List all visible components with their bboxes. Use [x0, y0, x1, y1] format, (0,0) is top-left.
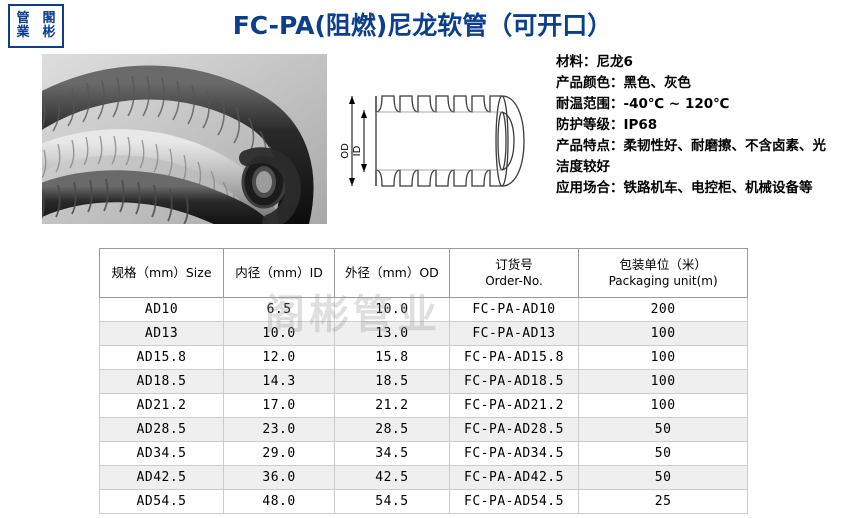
cell-size: AD10 [98, 297, 225, 322]
table-row: AD54.5 48.0 54.5 FC-PA-AD54.5 25 [98, 489, 748, 514]
product-photo-illustration [42, 54, 327, 224]
product-photo [42, 54, 327, 224]
th-outer-diameter: 外径（mm）OD [334, 248, 450, 298]
spec-temperature-range: 耐温范围：-40℃ ~ 120℃ [556, 96, 730, 112]
table-row: AD42.5 36.0 42.5 FC-PA-AD42.5 50 [98, 465, 748, 490]
cell-order-no: FC-PA-AD13 [448, 321, 580, 346]
cell-inner-diameter: 36.0 [223, 465, 336, 490]
table-row: AD28.5 23.0 28.5 FC-PA-AD28.5 50 [98, 417, 748, 442]
page-title: FC-PA(阻燃)尼龙软管（可开口） [232, 11, 613, 40]
cell-size: AD21.2 [98, 393, 225, 418]
cell-size: AD18.5 [98, 369, 225, 394]
logo-char-ge: 閣 [42, 11, 56, 27]
th-order-no: 订货号 Order-No. [448, 248, 580, 298]
logo-char-ye: 業 [16, 25, 30, 40]
cell-packaging-unit: 50 [578, 465, 748, 490]
cell-outer-diameter: 15.8 [334, 345, 450, 370]
product-overview: OD ID 材料：尼龙6 产品颜色：黑色、灰色 [0, 46, 845, 242]
cell-outer-diameter: 28.5 [334, 417, 450, 442]
cell-order-no: FC-PA-AD18.5 [448, 369, 580, 394]
cell-order-no: FC-PA-AD10 [448, 297, 580, 322]
cell-packaging-unit: 25 [578, 489, 748, 514]
spec-table: 规格（mm）Size 内径（mm）ID 外径（mm）OD 订货号 Order-N… [98, 248, 748, 514]
cell-size: AD28.5 [98, 417, 225, 442]
technical-drawing-svg: OD ID [340, 95, 525, 187]
cell-inner-diameter: 17.0 [223, 393, 336, 418]
cell-inner-diameter: 10.0 [223, 321, 336, 346]
cell-outer-diameter: 10.0 [334, 297, 450, 322]
cell-order-no: FC-PA-AD34.5 [448, 441, 580, 466]
cell-packaging-unit: 200 [578, 297, 748, 322]
logo-left-column: 管 業 [10, 6, 36, 46]
spec-features: 产品特点：柔韧性好、耐磨擦、不含卤素、光洁度较好 [556, 138, 826, 175]
cell-inner-diameter: 23.0 [223, 417, 336, 442]
logo-char-guan: 管 [16, 11, 30, 27]
th-inner-diameter: 内径（mm）ID [223, 248, 336, 298]
page-header: 管 業 閣 彬 FC-PA(阻燃)尼龙软管（可开口） [0, 0, 845, 48]
cell-outer-diameter: 21.2 [334, 393, 450, 418]
cell-packaging-unit: 100 [578, 393, 748, 418]
spec-list: 材料：尼龙6 产品颜色：黑色、灰色 耐温范围：-40℃ ~ 120℃ 防护等级：… [556, 52, 836, 199]
cell-packaging-unit: 50 [578, 417, 748, 442]
cell-inner-diameter: 29.0 [223, 441, 336, 466]
id-label: ID [352, 145, 363, 156]
cell-size: AD13 [98, 321, 225, 346]
spec-table-head: 规格（mm）Size 内径（mm）ID 外径（mm）OD 订货号 Order-N… [98, 248, 748, 298]
cell-order-no: FC-PA-AD28.5 [448, 417, 580, 442]
table-row: AD34.5 29.0 34.5 FC-PA-AD34.5 50 [98, 441, 748, 466]
cell-order-no: FC-PA-AD21.2 [448, 393, 580, 418]
table-row: AD15.8 12.0 15.8 FC-PA-AD15.8 100 [98, 345, 748, 370]
spec-table-body: AD10 6.5 10.0 FC-PA-AD10 200 AD13 10.0 13.0 FC-P… [98, 297, 748, 514]
cell-outer-diameter: 54.5 [334, 489, 450, 514]
cell-inner-diameter: 14.3 [223, 369, 336, 394]
spec-table-wrapper: 规格（mm）Size 内径（mm）ID 外径（mm）OD 订货号 Order-N… [98, 248, 748, 514]
cell-order-no: FC-PA-AD15.8 [448, 345, 580, 370]
th-packaging-unit: 包装单位（米） Packaging unit(m) [578, 248, 748, 298]
cell-packaging-unit: 100 [578, 369, 748, 394]
spec-color: 产品颜色：黑色、灰色 [556, 75, 691, 91]
cell-packaging-unit: 100 [578, 321, 748, 346]
cell-inner-diameter: 12.0 [223, 345, 336, 370]
cell-outer-diameter: 42.5 [334, 465, 450, 490]
logo-right-column: 閣 彬 [36, 6, 62, 46]
od-label: OD [340, 143, 351, 159]
cell-order-no: FC-PA-AD54.5 [448, 489, 580, 514]
cell-size: AD15.8 [98, 345, 225, 370]
cell-packaging-unit: 50 [578, 441, 748, 466]
technical-drawing: OD ID [340, 54, 540, 214]
cell-outer-diameter: 13.0 [334, 321, 450, 346]
cell-order-no: FC-PA-AD42.5 [448, 465, 580, 490]
table-row: AD18.5 14.3 18.5 FC-PA-AD18.5 100 [98, 369, 748, 394]
th-size: 规格（mm）Size [98, 248, 225, 298]
cell-size: AD42.5 [98, 465, 225, 490]
company-logo: 管 業 閣 彬 [8, 4, 64, 48]
table-row: AD13 10.0 13.0 FC-PA-AD13 100 [98, 321, 748, 346]
cell-inner-diameter: 48.0 [223, 489, 336, 514]
table-row: AD10 6.5 10.0 FC-PA-AD10 200 [98, 297, 748, 322]
cell-outer-diameter: 18.5 [334, 369, 450, 394]
spec-protection-class: 防护等级：IP68 [556, 117, 658, 133]
logo-char-bin: 彬 [42, 25, 56, 40]
spec-material: 材料：尼龙6 [556, 54, 633, 70]
cell-outer-diameter: 34.5 [334, 441, 450, 466]
spec-applications: 应用场合：铁路机车、电控柜、机械设备等 [556, 180, 813, 196]
cell-inner-diameter: 6.5 [223, 297, 336, 322]
cell-size: AD34.5 [98, 441, 225, 466]
cell-packaging-unit: 100 [578, 345, 748, 370]
cell-size: AD54.5 [98, 489, 225, 514]
table-header-row: 规格（mm）Size 内径（mm）ID 外径（mm）OD 订货号 Order-N… [98, 248, 748, 298]
table-row: AD21.2 17.0 21.2 FC-PA-AD21.2 100 [98, 393, 748, 418]
